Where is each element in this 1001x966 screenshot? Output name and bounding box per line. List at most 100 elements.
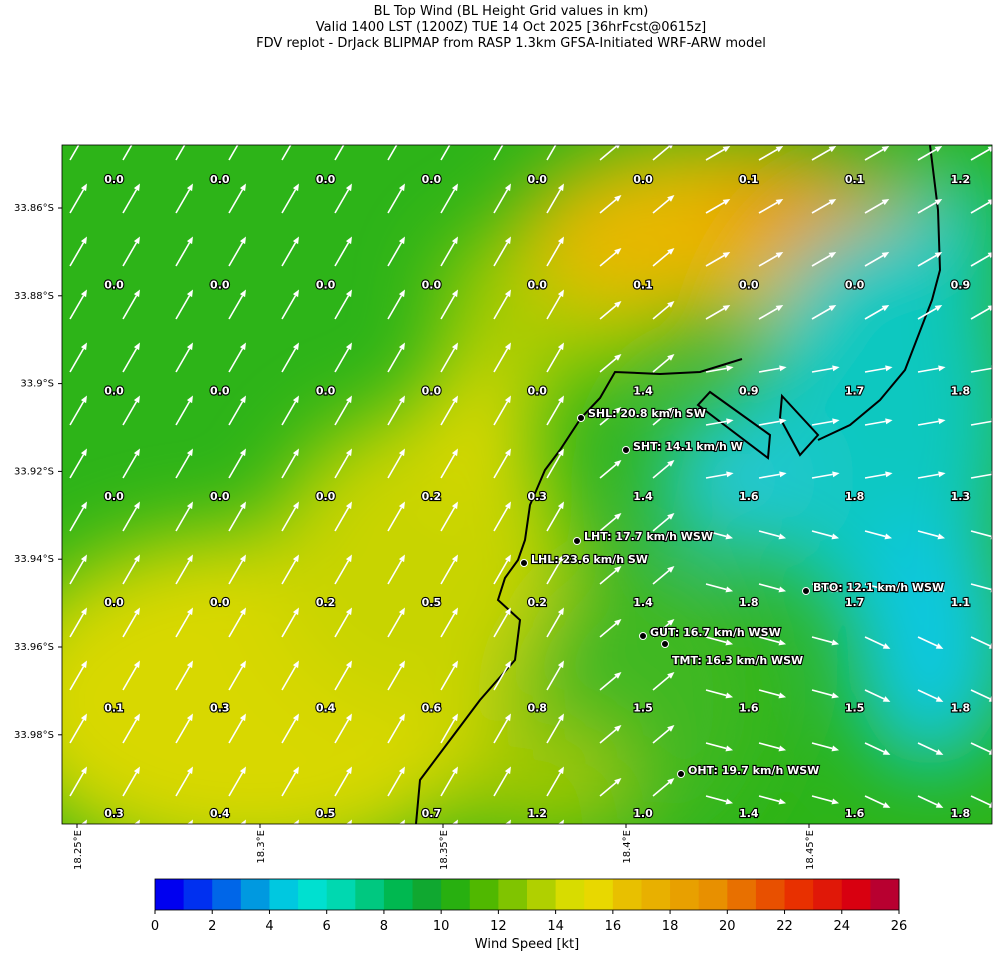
wind-arrow-head: [832, 852, 840, 858]
wind-arrow-head: [884, 533, 893, 540]
wind-arrow: [758, 201, 778, 214]
wind-arrow: [387, 401, 403, 426]
wind-arrow-head: [614, 725, 622, 732]
wind-arrow: [281, 719, 297, 744]
wind-arrow: [387, 348, 403, 373]
wind-arrow-head: [667, 725, 675, 732]
wind-arrow: [281, 295, 297, 320]
wind-arrow: [175, 348, 191, 373]
wind-arrow: [864, 254, 884, 267]
wind-arrow-head: [831, 533, 840, 540]
wind-arrow-head: [504, 342, 511, 351]
wind-arrow: [122, 719, 138, 744]
wind-field: [62, 145, 992, 824]
wind-arrow: [440, 507, 456, 532]
wind-arrow-head: [292, 395, 299, 404]
colorbar-cell: [813, 879, 843, 910]
wind-arrow-head: [667, 145, 673, 149]
station-marker: [520, 559, 528, 567]
wind-arrow-head: [722, 252, 731, 259]
y-tick-label: 33.96°S: [14, 642, 54, 653]
wind-arrow: [440, 560, 456, 585]
wind-arrow-head: [186, 342, 193, 351]
wind-arrow-head: [80, 236, 87, 245]
wind-arrow: [864, 742, 885, 753]
wind-arrow-head: [828, 252, 837, 259]
wind-arrow: [334, 242, 350, 267]
wind-arrow-head: [557, 766, 564, 775]
wind-arrow: [228, 613, 244, 638]
grid-value: 0.6: [422, 702, 442, 715]
wind-arrow-head: [614, 195, 622, 202]
grid-value: 0.0: [210, 279, 230, 292]
wind-arrow-head: [452, 819, 458, 824]
wind-arrow: [917, 307, 937, 320]
wind-arrow: [493, 348, 509, 373]
wind-arrow-head: [882, 643, 891, 649]
grid-value: 0.0: [104, 279, 124, 292]
wind-arrow-head: [935, 802, 944, 808]
wind-arrow: [758, 473, 780, 479]
wind-arrow: [334, 189, 350, 214]
wind-arrow: [387, 507, 403, 532]
wind-arrow-head: [725, 798, 734, 805]
grid-value: 0.9: [739, 384, 759, 397]
wind-arrow: [281, 242, 297, 267]
wind-arrow-head: [726, 852, 734, 858]
wind-arrow: [387, 560, 403, 585]
wind-arrow: [228, 295, 244, 320]
wind-arrow-head: [987, 199, 992, 206]
wind-arrow-head: [133, 342, 140, 351]
wind-arrow-head: [726, 418, 734, 425]
wind-arrow-head: [504, 713, 511, 722]
wind-arrow-head: [80, 183, 87, 192]
wind-arrow-head: [614, 145, 620, 149]
wind-arrow: [69, 613, 85, 638]
wind-arrow: [122, 613, 138, 638]
wind-arrow-head: [293, 131, 299, 139]
wind-arrow: [705, 307, 725, 320]
map-frame: [61, 144, 993, 825]
wind-arrow: [652, 569, 670, 585]
wind-arrow-head: [398, 554, 405, 563]
grid-value: 0.0: [527, 279, 547, 292]
grid-value: 0.3: [527, 490, 547, 503]
wind-arrow: [970, 307, 990, 320]
grid-value: 0.0: [104, 173, 124, 186]
wind-arrow-head: [187, 819, 193, 824]
wind-arrow-head: [398, 183, 405, 192]
wind-arrow: [334, 666, 350, 691]
wind-arrow: [811, 689, 833, 697]
wind-arrow-head: [725, 692, 734, 699]
wind-arrow: [864, 307, 884, 320]
wind-arrow: [335, 826, 349, 849]
wind-arrow: [652, 251, 670, 267]
wind-arrow-head: [505, 819, 511, 824]
wind-arrow-head: [240, 819, 246, 824]
grid-value: 0.1: [633, 279, 653, 292]
wind-arrow: [334, 295, 350, 320]
wind-arrow: [175, 507, 191, 532]
grid-value: 1.6: [739, 490, 759, 503]
wind-arrow: [652, 463, 670, 479]
wind-arrow-head: [239, 395, 246, 404]
wind-arrow-head: [398, 713, 405, 722]
wind-arrow: [759, 849, 779, 854]
wind-arrow-head: [557, 448, 564, 457]
colorbar-cell: [383, 879, 414, 910]
wind-arrow: [281, 507, 297, 532]
wind-arrow: [811, 201, 831, 214]
colorbar-tick-label: 0: [151, 919, 159, 934]
wind-arrow: [493, 613, 509, 638]
wind-arrow-head: [80, 289, 87, 298]
wind-arrow-head: [881, 199, 890, 206]
grid-value: 1.8: [845, 490, 865, 503]
wind-arrow-head: [239, 236, 246, 245]
wind-arrow: [387, 454, 403, 479]
grid-value: 0.5: [422, 596, 442, 609]
grid-value: 0.4: [316, 702, 336, 715]
grid-value: 0.0: [104, 384, 124, 397]
wind-arrow-head: [398, 660, 405, 669]
grid-value: 0.0: [210, 173, 230, 186]
grid-value: 0.0: [210, 384, 230, 397]
